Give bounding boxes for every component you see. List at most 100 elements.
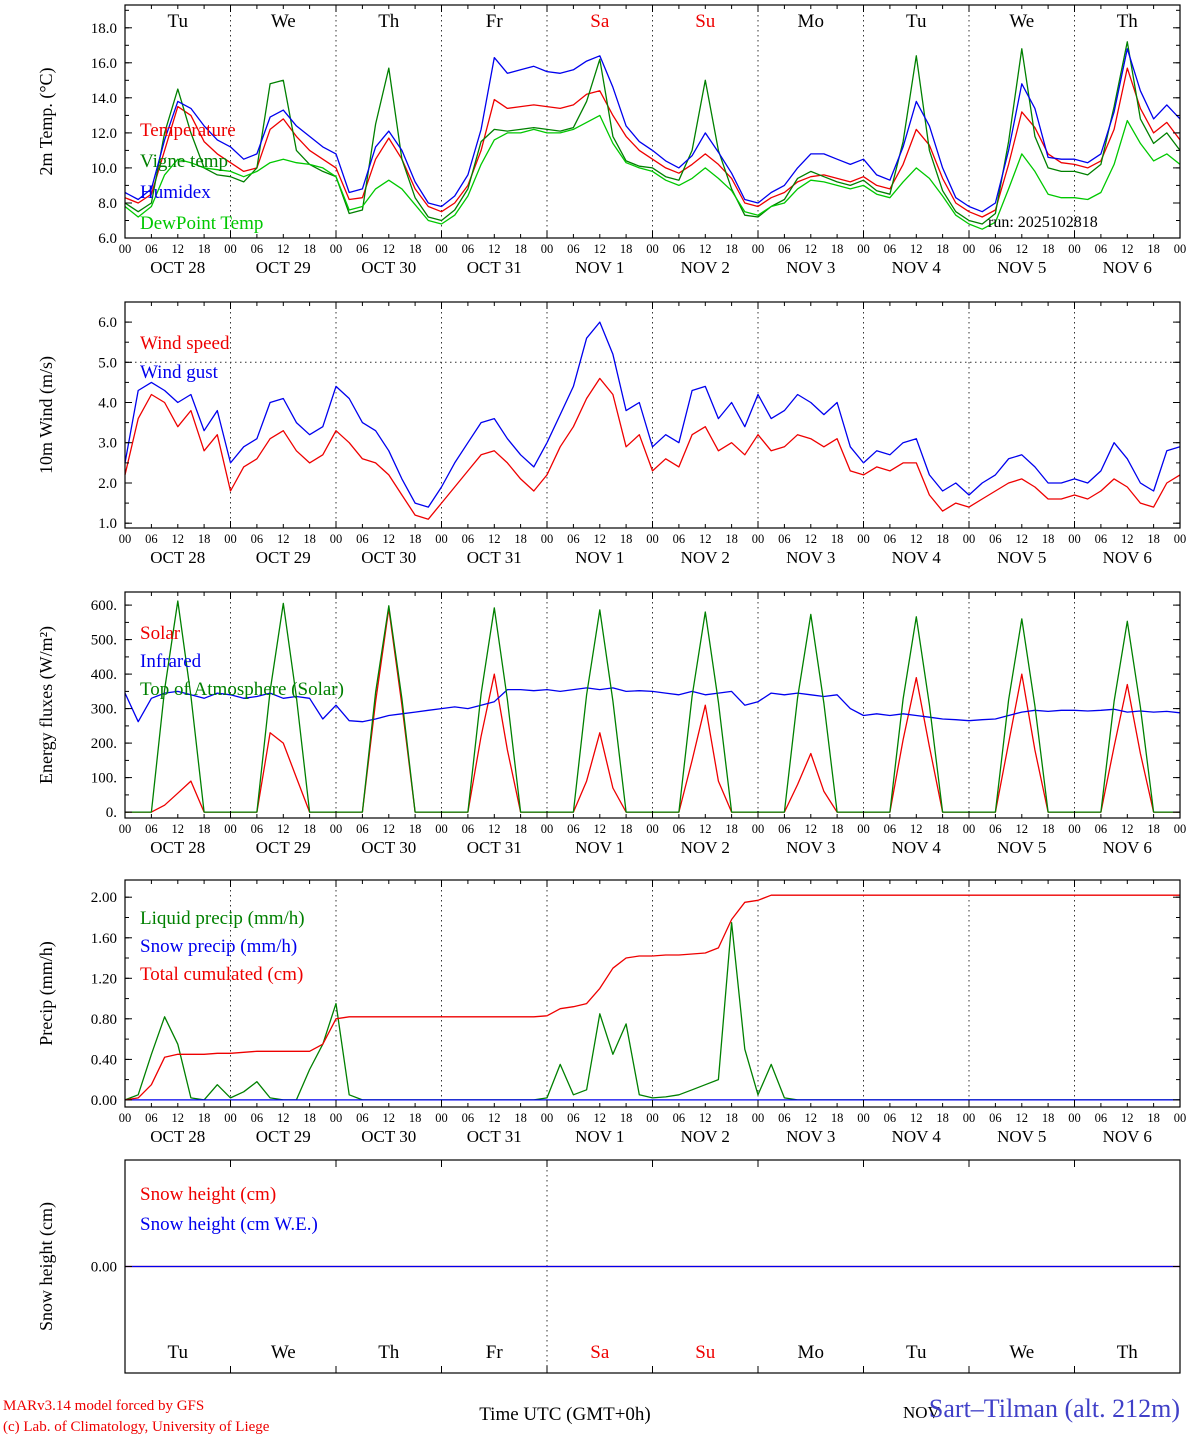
y-tick-label: 300. bbox=[91, 702, 117, 718]
hour-tick-label: 18 bbox=[725, 242, 738, 256]
hour-tick-label: 12 bbox=[277, 822, 290, 836]
hour-tick-label: 12 bbox=[910, 822, 923, 836]
hour-tick-label: 12 bbox=[1121, 822, 1134, 836]
hour-tick-label: 12 bbox=[488, 822, 501, 836]
hour-tick-label: 18 bbox=[409, 532, 422, 546]
legend-temperature: Temperature bbox=[140, 120, 236, 141]
hour-tick-label: 00 bbox=[1068, 1111, 1081, 1125]
series-wind-speed bbox=[124, 377, 1181, 520]
y-tick-label: 14.0 bbox=[91, 91, 117, 107]
hour-tick-label: 12 bbox=[1016, 532, 1029, 546]
hour-tick-label: 06 bbox=[989, 1111, 1002, 1125]
hour-tick-label: 12 bbox=[383, 532, 396, 546]
hour-tick-label: 06 bbox=[462, 242, 475, 256]
hour-tick-label: 06 bbox=[778, 242, 791, 256]
hour-tick-label: 00 bbox=[119, 242, 132, 256]
hour-tick-label: 00 bbox=[541, 532, 554, 546]
hour-tick-label: 00 bbox=[224, 1111, 237, 1125]
hour-tick-label: 18 bbox=[514, 1111, 527, 1125]
hour-tick-label: 06 bbox=[778, 822, 791, 836]
panel-snow: 0.00 Snow height (cm) Tu We Th Fr Sa Su Mo Tu We Th… bbox=[36, 1159, 1181, 1401]
hour-tick-label: 06 bbox=[989, 242, 1002, 256]
model-credit-line1: MARv3.14 model forced by GFS bbox=[3, 1398, 205, 1414]
hour-tick-label: 12 bbox=[805, 1111, 818, 1125]
y-tick-label: 600. bbox=[91, 598, 117, 614]
series-solar bbox=[125, 607, 1180, 813]
hour-tick-label: 06 bbox=[145, 532, 158, 546]
legend-humidex: Humidex bbox=[140, 182, 211, 203]
hour-tick-label: 06 bbox=[673, 242, 686, 256]
hour-tick-label: 00 bbox=[224, 822, 237, 836]
hour-tick-label: 06 bbox=[462, 1111, 475, 1125]
hour-tick-label: 00 bbox=[224, 532, 237, 546]
hour-tick-label: 18 bbox=[409, 1111, 422, 1125]
panel-energy: 0. 100. 200. 300. 400. 500. 600. Energy fluxes … bbox=[36, 591, 1186, 857]
hour-tick-label: 00 bbox=[541, 822, 554, 836]
hour-tick-label: 12 bbox=[277, 1111, 290, 1125]
legend-vigne-temp: Vigne temp bbox=[140, 151, 228, 172]
date-label: NOV 6 bbox=[1103, 548, 1152, 567]
date-label: NOV 3 bbox=[786, 838, 835, 857]
hour-tick-label: 18 bbox=[1147, 822, 1160, 836]
hour-tick-label: 00 bbox=[857, 1111, 870, 1125]
y-axis-title: Snow height (cm) bbox=[36, 1202, 57, 1331]
hour-tick-label: 18 bbox=[1147, 1111, 1160, 1125]
hour-tick-label: 00 bbox=[1068, 242, 1081, 256]
hour-tick-label: 06 bbox=[989, 822, 1002, 836]
y-axis-title: 2m Temp. (°C) bbox=[36, 67, 57, 175]
hour-tick-label: 00 bbox=[541, 1111, 554, 1125]
hour-tick-label: 00 bbox=[963, 822, 976, 836]
hour-tick-label: 12 bbox=[805, 532, 818, 546]
hour-tick-label: 18 bbox=[303, 532, 316, 546]
hour-tick-label: 12 bbox=[1121, 1111, 1134, 1125]
hour-tick-label: 00 bbox=[646, 1111, 659, 1125]
date-label: OCT 29 bbox=[256, 1127, 311, 1146]
hour-tick-label: 00 bbox=[752, 1111, 765, 1125]
y-tick-label: 0.80 bbox=[91, 1012, 117, 1028]
hour-tick-label: 12 bbox=[699, 822, 712, 836]
hour-tick-label: 00 bbox=[119, 1111, 132, 1125]
weekday-label: Tu bbox=[168, 11, 189, 32]
hour-tick-label: 06 bbox=[884, 1111, 897, 1125]
hour-tick-label: 06 bbox=[356, 242, 369, 256]
hour-tick-label: 12 bbox=[172, 242, 185, 256]
date-label: NOV 5 bbox=[997, 1127, 1046, 1146]
hour-tick-label: 00 bbox=[435, 532, 448, 546]
date-label: NOV 5 bbox=[997, 258, 1046, 277]
weekday-label: Th bbox=[378, 11, 400, 32]
date-label: NOV 6 bbox=[1103, 258, 1152, 277]
hour-tick-label: 12 bbox=[699, 1111, 712, 1125]
hour-tick-label: 00 bbox=[119, 822, 132, 836]
hour-tick-label: 12 bbox=[1121, 532, 1134, 546]
hour-tick-label: 18 bbox=[409, 242, 422, 256]
legend-top-of-atmosphere-solar: Top of Atmosphere (Solar) bbox=[140, 679, 344, 700]
legend-solar: Solar bbox=[140, 623, 181, 644]
hour-tick-label: 18 bbox=[620, 822, 633, 836]
hour-tick-label: 06 bbox=[567, 822, 580, 836]
hour-tick-label: 18 bbox=[620, 242, 633, 256]
legend-snow-height-cm-w-e: Snow height (cm W.E.) bbox=[140, 1214, 318, 1235]
hour-tick-label: 00 bbox=[646, 532, 659, 546]
hour-tick-label: 18 bbox=[725, 822, 738, 836]
legend-snow-precip-mm-h: Snow precip (mm/h) bbox=[140, 936, 297, 957]
y-tick-label: 5.0 bbox=[98, 355, 117, 371]
y-tick-label: 100. bbox=[91, 771, 117, 787]
legend-liquid-precip-mm-h: Liquid precip (mm/h) bbox=[140, 908, 305, 929]
hour-tick-label: 12 bbox=[805, 822, 818, 836]
y-tick-label: 400. bbox=[91, 667, 117, 683]
hour-tick-label: 18 bbox=[303, 242, 316, 256]
date-label: NOV 3 bbox=[786, 548, 835, 567]
weekday-label: Th bbox=[378, 1342, 400, 1363]
panel-frame bbox=[124, 301, 1181, 529]
hour-tick-label: 06 bbox=[251, 532, 264, 546]
hour-tick-label: 06 bbox=[884, 532, 897, 546]
hour-tick-label: 06 bbox=[1095, 532, 1108, 546]
weekday-label: Tu bbox=[906, 1342, 927, 1363]
hour-tick-label: 12 bbox=[594, 822, 607, 836]
series-total-cumulated-cm bbox=[124, 894, 1180, 1101]
hour-tick-label: 00 bbox=[1068, 822, 1081, 836]
hour-tick-label: 12 bbox=[383, 1111, 396, 1125]
hour-tick-label: 12 bbox=[910, 1111, 923, 1125]
date-label: NOV 1 bbox=[575, 258, 624, 277]
hour-tick-label: 18 bbox=[409, 822, 422, 836]
